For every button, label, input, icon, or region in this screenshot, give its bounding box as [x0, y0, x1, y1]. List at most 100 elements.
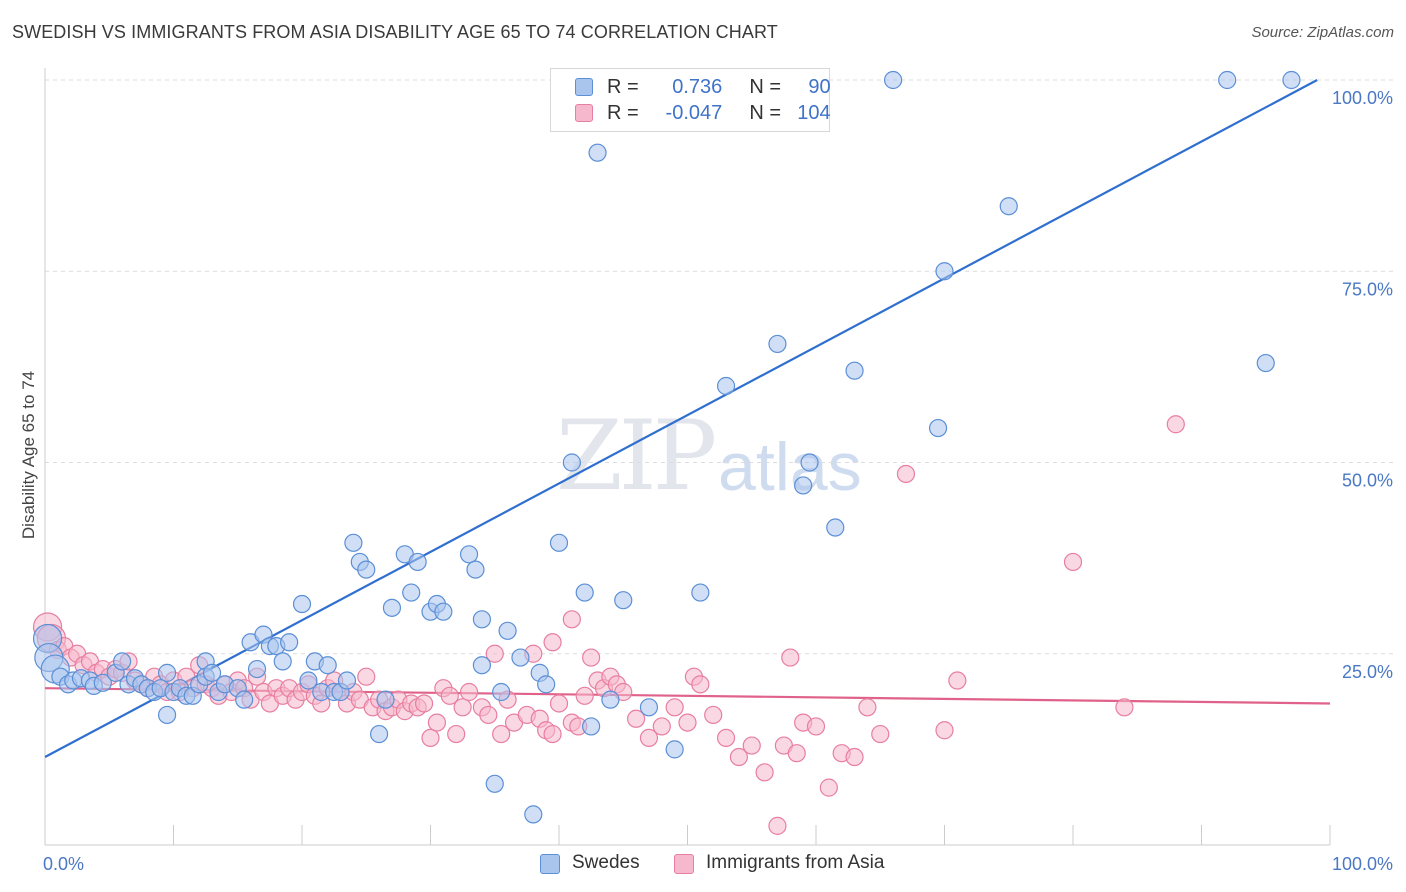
immigrants-point [768, 816, 787, 835]
swedes-point [459, 545, 479, 564]
immigrants-point [755, 763, 774, 782]
axis-labels: 25.0% 50.0% 75.0% 100.0% 0.0% 100.0% Disabilit… [19, 88, 1393, 874]
swedes-point [434, 602, 453, 621]
swedes-point [582, 717, 601, 736]
swedes-legend-swatch-icon [540, 854, 560, 874]
swedes-point [883, 70, 903, 90]
y-tick-label-50: 50.0% [1342, 471, 1393, 491]
swedes-point [999, 197, 1018, 216]
immigrants-point [492, 724, 511, 744]
swedes-point [292, 594, 312, 614]
swedes-point [524, 805, 543, 824]
immigrants-point [896, 464, 916, 484]
immigrants-point [357, 667, 376, 686]
legend-text-immigrants: R = -0.047 N = 104 [607, 102, 831, 125]
immigrants-point [1166, 415, 1185, 434]
y-tick-label-100: 100.0% [1332, 88, 1393, 108]
swedes-point [601, 690, 620, 709]
immigrants-point [742, 736, 761, 755]
swedes-point [472, 610, 491, 629]
swedes-point [202, 663, 222, 682]
immigrants-point [543, 724, 562, 744]
r-label: R = [607, 102, 639, 124]
swedes-point [549, 533, 569, 552]
immigrants-point [414, 694, 434, 713]
immigrants-swatch-icon [575, 104, 593, 122]
y-tick-label-25: 25.0% [1342, 662, 1393, 682]
swedes-point [1218, 70, 1237, 90]
swedes-point [935, 262, 954, 281]
n-label: N = [749, 102, 782, 124]
swedes-point [768, 334, 787, 354]
immigrants-point [819, 778, 838, 797]
y-axis-label: Disability Age 65 to 74 [19, 371, 38, 539]
swedes-point [492, 682, 511, 702]
immigrants-point [485, 644, 504, 663]
swedes-point [794, 476, 813, 495]
swedes-point [247, 659, 267, 679]
n-value: 90 [808, 76, 831, 98]
n-label: N = [749, 76, 782, 98]
swedes-point [511, 648, 530, 667]
immigrants-point [479, 705, 498, 725]
r-label: R = [607, 76, 639, 98]
grid-lines [45, 79, 1395, 655]
source-label: Source: ZipAtlas.com [1251, 24, 1394, 41]
immigrants-point [691, 675, 710, 694]
swedes-point [716, 376, 736, 396]
swedes-point [639, 698, 659, 717]
swedes-point [826, 518, 845, 537]
swedes-point [157, 663, 177, 682]
swedes-point [472, 656, 491, 675]
immigrants-point [549, 694, 569, 713]
immigrants-point [575, 686, 594, 705]
correlation-legend: R = 0.736 N = 90 R = -0.047 N = 104 [550, 68, 831, 132]
swedes-point [318, 656, 337, 675]
swedes-point [280, 633, 299, 652]
watermark-atlas: atlas [718, 429, 862, 505]
immigrants-point [871, 724, 890, 744]
swedes-point [93, 673, 112, 692]
immigrants-point [543, 633, 562, 652]
swedes-point [402, 583, 421, 602]
swedes-point [845, 361, 864, 380]
swedes-legend-label: Swedes [572, 852, 640, 873]
swedes-point [1282, 70, 1301, 90]
swedes-point [466, 560, 485, 579]
swedes-point [382, 598, 402, 617]
r-value: 0.736 [672, 76, 723, 98]
immigrants-point [665, 698, 684, 717]
immigrants-point [626, 709, 646, 728]
swedes-point [614, 591, 633, 610]
swedes-point [498, 621, 517, 640]
immigrants-point [678, 713, 697, 732]
swedes-point [928, 418, 948, 438]
trend-lines [44, 79, 1331, 758]
immigrants-point [935, 721, 954, 740]
swedes-point [485, 774, 504, 793]
legend-text-swedes: R = 0.736 N = 90 [607, 76, 831, 99]
immigrants-point [704, 705, 723, 725]
immigrants-point [582, 648, 601, 667]
swedes-point [370, 724, 389, 744]
immigrants-point [652, 717, 671, 736]
immigrants-point [421, 728, 440, 748]
swedes-point [273, 652, 292, 671]
swedes-point [691, 583, 710, 602]
swedes-point [1256, 353, 1275, 373]
immigrants-point [459, 682, 479, 702]
immigrants-point [716, 728, 736, 748]
swedes-point [337, 671, 357, 690]
swedes-point [376, 690, 395, 709]
swedes-point [357, 560, 376, 579]
swedes-point [112, 652, 132, 671]
immigrants-legend-swatch-icon [674, 854, 694, 874]
immigrants-point [806, 717, 826, 736]
immigrants-legend-label: Immigrants from Asia [706, 852, 885, 873]
r-value: -0.047 [665, 102, 723, 124]
swedes-point [588, 143, 607, 162]
immigrants-point [1115, 698, 1134, 717]
swedes-point [408, 552, 427, 572]
immigrants-point [781, 648, 800, 667]
